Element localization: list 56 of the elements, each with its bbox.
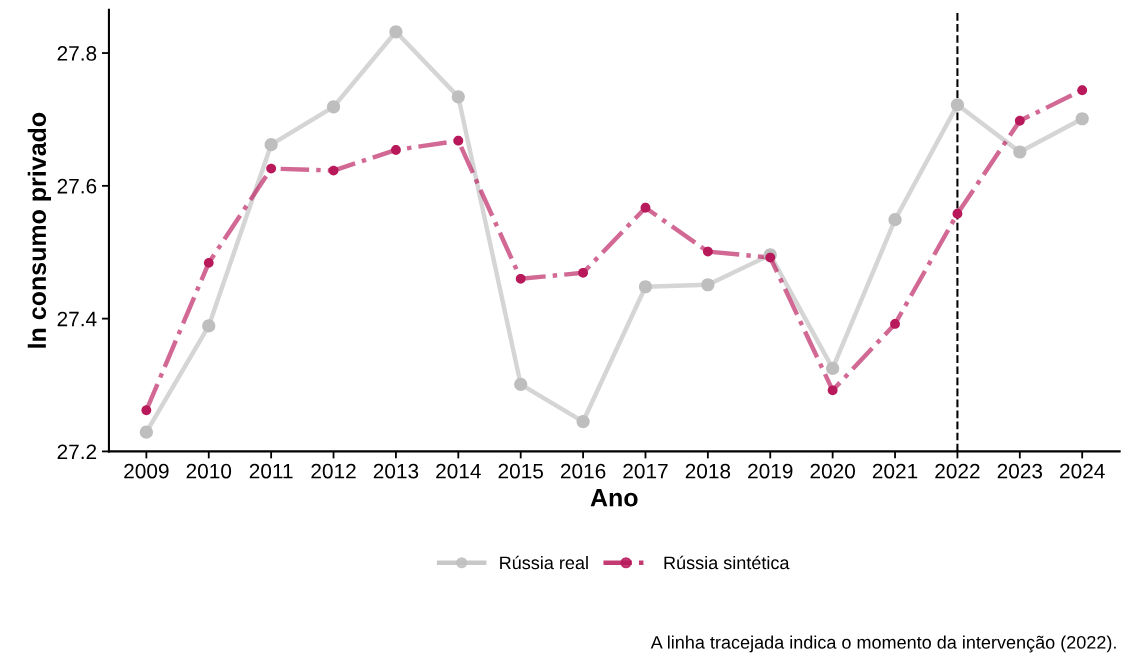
y-tick-label: 27.8 xyxy=(57,46,97,61)
x-tick-label: 2015 xyxy=(498,463,543,479)
x-tick-label: 2021 xyxy=(872,463,918,479)
x-tick-label: 2016 xyxy=(560,463,606,479)
point xyxy=(950,98,965,112)
x-tick-label: 2009 xyxy=(124,463,169,479)
point xyxy=(827,385,838,396)
point xyxy=(202,319,216,333)
x-tick-label: 2012 xyxy=(311,463,356,479)
x-tick-label: 2014 xyxy=(436,463,481,479)
point xyxy=(1013,145,1027,159)
point xyxy=(1077,85,1088,96)
x-tick-label: 2020 xyxy=(810,463,855,479)
point xyxy=(266,163,277,174)
point xyxy=(515,273,526,284)
x-tick-label: 2017 xyxy=(623,463,668,479)
point xyxy=(389,25,403,39)
point xyxy=(139,425,153,439)
point xyxy=(888,213,902,227)
point xyxy=(952,208,963,219)
point xyxy=(203,257,214,268)
point xyxy=(391,145,401,155)
point xyxy=(765,252,776,263)
point xyxy=(578,267,588,278)
point xyxy=(1075,112,1089,126)
point xyxy=(702,246,713,257)
legend-label: Rússia real xyxy=(500,555,588,570)
point xyxy=(141,405,152,416)
point xyxy=(1014,115,1025,126)
point xyxy=(326,100,341,114)
y-axis-title: ln consumo privado xyxy=(27,112,52,348)
x-tick-label: 2011 xyxy=(249,463,293,479)
x-tick-label: 2013 xyxy=(373,463,419,479)
point xyxy=(328,165,339,176)
x-tick-label: 2023 xyxy=(997,463,1043,479)
x-tick-label: 2022 xyxy=(935,463,980,479)
point xyxy=(701,278,715,292)
point xyxy=(638,280,653,294)
y-tick-label: 27.2 xyxy=(57,444,97,459)
point xyxy=(453,135,464,146)
x-tick-label: 2010 xyxy=(186,463,232,479)
x-tick-label: 2018 xyxy=(685,463,731,479)
text: A linha tracejada indica o momento da intervenção (2022). xyxy=(650,635,1116,653)
point xyxy=(451,90,465,104)
point xyxy=(640,202,651,213)
x-tick-label: 2019 xyxy=(748,463,793,479)
legend-label: Rússia sintética xyxy=(664,555,790,570)
point xyxy=(264,138,278,152)
point xyxy=(890,319,900,329)
x-tick-label: 2024 xyxy=(1060,463,1105,479)
y-tick-label: 27.6 xyxy=(57,178,97,194)
x-axis-title: Ano xyxy=(590,489,638,507)
point xyxy=(826,361,840,376)
y-tick-label: 27.4 xyxy=(57,311,97,327)
point xyxy=(514,377,528,391)
point xyxy=(576,414,590,429)
